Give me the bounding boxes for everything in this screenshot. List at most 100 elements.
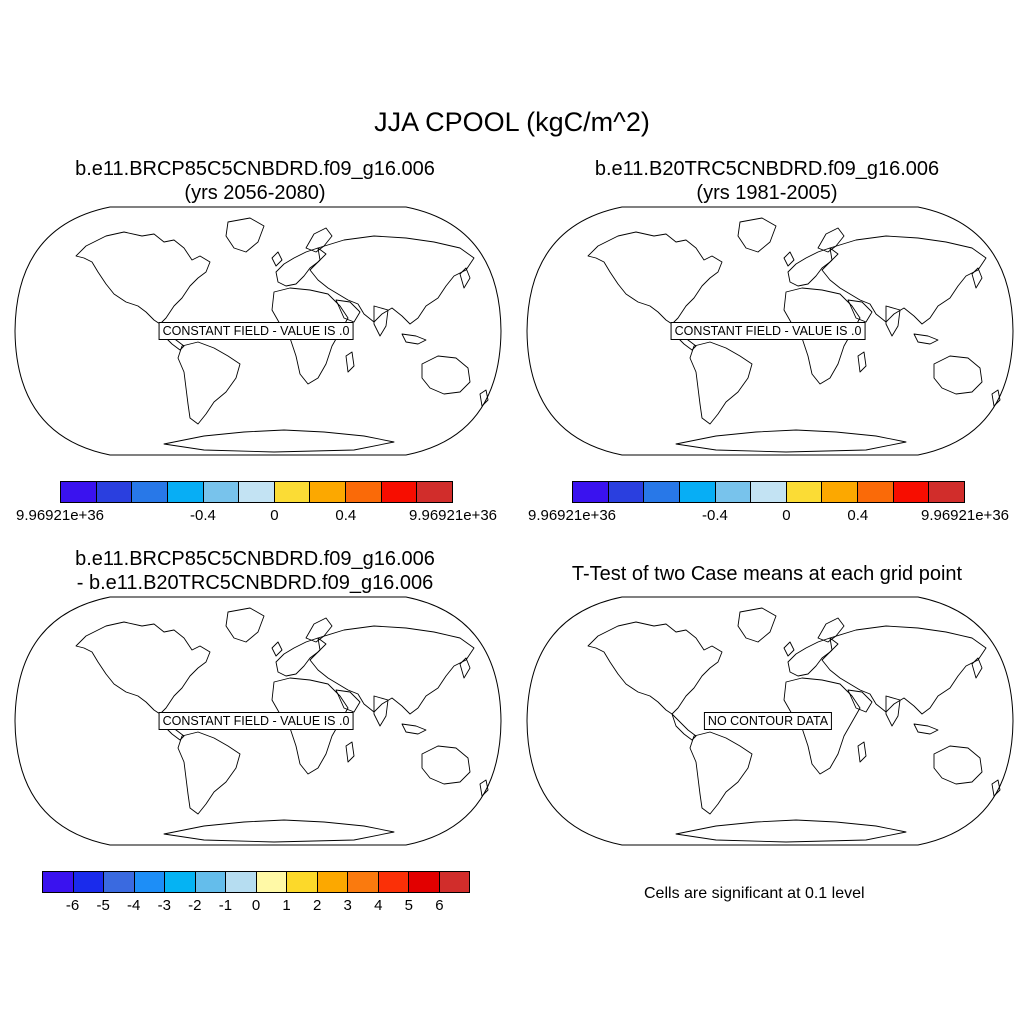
colorbar-tick-label: 3 — [343, 897, 352, 914]
panel-1-title: b.e11.BRCP85C5CNBDRD.f09_g16.006 (yrs 20… — [15, 157, 495, 205]
colorbar-tick-label: 9.96921e+36 — [408, 507, 498, 524]
colorbar-tick-label: 9.96921e+36 — [920, 507, 1010, 524]
coastline — [971, 267, 983, 289]
colorbar-swatch — [893, 482, 930, 502]
significance-note: Cells are significant at 0.1 level — [644, 885, 865, 902]
panel-2-title: b.e11.B20TRC5CNBDRD.f09_g16.006 (yrs 198… — [527, 157, 1007, 205]
colorbar-swatch — [96, 482, 133, 502]
colorbar-tick-label: -2 — [188, 897, 202, 914]
panel-1-map — [14, 206, 502, 456]
colorbar-swatch — [226, 872, 257, 892]
panel-3-title: b.e11.BRCP85C5CNBDRD.f09_g16.006 - b.e11… — [15, 547, 495, 595]
colorbar-swatch — [858, 482, 894, 502]
colorbar-tick-label: 0 — [782, 507, 791, 524]
colorbar-tick-label: 6 — [435, 897, 444, 914]
colorbar-swatch — [165, 872, 196, 892]
colorbar-swatch — [104, 872, 135, 892]
colorbar-swatch — [43, 872, 74, 892]
colorbar-tick-label: 0.4 — [335, 507, 357, 524]
panel-1-title-line1: b.e11.BRCP85C5CNBDRD.f09_g16.006 — [75, 158, 435, 180]
coastline — [335, 689, 361, 713]
coastline — [783, 251, 795, 267]
coastline — [817, 227, 845, 253]
coastline — [737, 217, 777, 253]
coastline — [373, 305, 389, 337]
coastline — [479, 779, 489, 797]
colorbar-swatch — [73, 872, 104, 892]
colorbar-tick-label: 0 — [270, 507, 279, 524]
colorbar-panel-1 — [60, 481, 453, 503]
coastline — [335, 299, 361, 323]
coastline — [459, 267, 471, 289]
colorbar-swatch — [381, 482, 418, 502]
coastline — [991, 779, 1001, 797]
colorbar-swatch — [134, 872, 165, 892]
coastline — [675, 819, 907, 843]
coastline — [271, 641, 283, 657]
colorbar-tick-label: 0.4 — [847, 507, 869, 524]
colorbar-tick-label: -0.4 — [189, 507, 216, 524]
colorbar-swatch — [715, 482, 752, 502]
colorbar-swatch — [256, 872, 287, 892]
coastline — [373, 695, 389, 727]
coastline — [847, 299, 873, 323]
panel-3-title-line2: - b.e11.B20TRC5CNBDRD.f09_g16.006 — [76, 572, 434, 594]
colorbar-swatch — [61, 482, 97, 502]
coastline — [885, 695, 901, 727]
colorbar-swatch — [679, 482, 716, 502]
panel-1-constant-label: CONSTANT FIELD - VALUE IS .0 — [158, 322, 354, 340]
panel-2-title-line2: (yrs 1981-2005) — [696, 182, 838, 204]
colorbar-swatch — [417, 482, 453, 502]
colorbar-tick-label: 9.96921e+36 — [15, 507, 105, 524]
colorbar-tick-label: 2 — [312, 897, 322, 914]
colorbar-tick-label: -5 — [96, 897, 110, 914]
panel-4-title: T-Test of two Case means at each grid po… — [527, 562, 1007, 586]
coastline — [971, 657, 983, 679]
colorbar-swatch — [929, 482, 965, 502]
coastline — [421, 355, 471, 395]
coastline — [401, 723, 427, 735]
colorbar-swatch — [167, 482, 204, 502]
panel-3-constant-label: CONSTANT FIELD - VALUE IS .0 — [158, 712, 354, 730]
coastline — [857, 741, 867, 763]
map-frame — [14, 206, 502, 456]
map-frame — [14, 596, 502, 846]
figure-title: JJA CPOOL (kgC/m^2) — [374, 107, 650, 137]
colorbar-tick-label: 1 — [282, 897, 291, 914]
coastline — [305, 227, 333, 253]
colorbar-panel-2 — [572, 481, 965, 503]
colorbar-swatch — [274, 482, 311, 502]
colorbar-swatch — [348, 872, 379, 892]
colorbar-swatch — [132, 482, 168, 502]
colorbar-tick-label: 0 — [251, 897, 261, 914]
coastline — [847, 689, 873, 713]
panel-2-constant-label: CONSTANT FIELD - VALUE IS .0 — [670, 322, 866, 340]
coastline — [817, 617, 845, 643]
coastline — [163, 429, 395, 453]
coastline — [401, 333, 427, 345]
panel-4-map — [526, 596, 1014, 846]
colorbar-swatch — [573, 482, 609, 502]
colorbar-swatch — [239, 482, 275, 502]
coastline — [345, 351, 355, 373]
coastline — [163, 819, 395, 843]
map-frame — [526, 206, 1014, 456]
panel-1-title-line2: (yrs 2056-2080) — [184, 182, 326, 204]
panel-4-no-data-label: NO CONTOUR DATA — [703, 712, 833, 730]
colorbar-difference-ticks: -6 -5 -4 -3 -2 -1 0 1 2 3 4 5 6 — [42, 897, 470, 917]
panel-2-title-line1: b.e11.B20TRC5CNBDRD.f09_g16.006 — [594, 158, 940, 180]
coastline — [225, 607, 265, 643]
coastline — [857, 351, 867, 373]
colorbar-swatch — [203, 482, 240, 502]
coastline — [675, 429, 907, 453]
coastline — [479, 389, 489, 407]
colorbar-difference — [42, 871, 470, 893]
colorbar-panel-1-ticks: 9.96921e+36 -0.4 0 0.4 9.96921e+36 — [16, 507, 497, 527]
colorbar-swatch — [608, 482, 645, 502]
coastline — [177, 341, 241, 425]
coastline — [933, 745, 983, 785]
coastline — [309, 625, 475, 715]
colorbar-tick-label: -0.4 — [701, 507, 728, 524]
coastline — [177, 731, 241, 815]
coastline — [737, 607, 777, 643]
